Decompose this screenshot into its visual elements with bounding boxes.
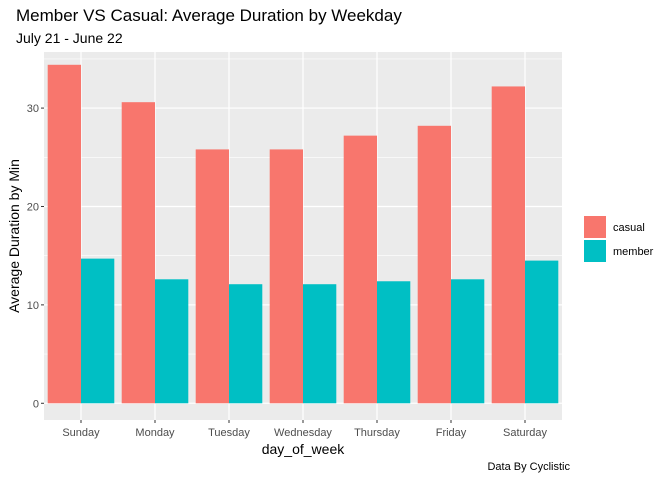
chart-caption: Data By Cyclistic (487, 461, 570, 473)
x-tick-label: Monday (135, 427, 175, 439)
legend-label-casual: casual (613, 222, 645, 234)
bar-member-friday (451, 279, 485, 404)
legend-key-member (584, 240, 606, 262)
y-tick-label: 10 (27, 300, 39, 312)
bar-casual-monday (121, 102, 155, 404)
legend: casual member (584, 216, 654, 262)
bar-casual-friday (417, 125, 451, 404)
x-tick-label: Sunday (62, 427, 100, 439)
bar-member-sunday (81, 258, 115, 404)
y-axis-ticks: 0 10 20 30 (27, 103, 44, 410)
bar-member-monday (155, 279, 189, 404)
bar-casual-saturday (491, 86, 525, 404)
chart-title: Member VS Casual: Average Duration by We… (16, 6, 402, 25)
y-tick-label: 30 (27, 103, 39, 115)
bar-member-wednesday (303, 284, 337, 404)
x-tick-label: Wednesday (274, 427, 332, 439)
x-axis-label: day_of_week (262, 441, 346, 457)
bar-member-thursday (377, 281, 411, 404)
bar-member-saturday (525, 260, 559, 404)
legend-label-member: member (613, 246, 654, 258)
legend-key-casual (584, 216, 606, 238)
bar-member-tuesday (229, 284, 263, 404)
bar-casual-thursday (343, 135, 377, 404)
x-axis-ticks: Sunday Monday Tuesday Wednesday Thursday Frid… (62, 420, 548, 439)
y-axis-label: Average Duration by Min (6, 159, 22, 313)
x-tick-label: Tuesday (208, 427, 250, 439)
bar-casual-wednesday (269, 149, 303, 404)
bar-casual-sunday (47, 64, 81, 404)
bars (47, 64, 559, 404)
y-tick-label: 0 (33, 398, 39, 410)
x-tick-label: Saturday (503, 427, 548, 439)
x-tick-label: Thursday (354, 427, 400, 439)
bar-casual-tuesday (195, 149, 229, 404)
chart-subtitle: July 21 - June 22 (16, 30, 123, 46)
y-tick-label: 20 (27, 201, 39, 213)
x-tick-label: Friday (436, 427, 467, 439)
